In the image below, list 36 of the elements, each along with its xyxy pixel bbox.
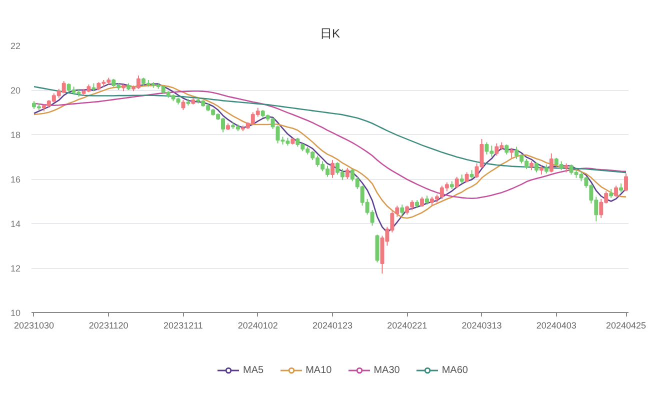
x-tick-label: 20231211 [164,320,203,330]
legend-label: MA5 [243,364,264,376]
y-tick-label: 20 [10,86,21,96]
y-tick-label: 18 [10,130,21,140]
candlestick [614,185,618,198]
x-tick-label: 20231120 [88,320,128,330]
candlestick [420,196,424,208]
candlestick [181,100,186,111]
candlestick [454,176,459,188]
candlestick [345,167,350,180]
chart-title: 日K [320,26,340,40]
x-tick-label: 20240102 [238,320,278,330]
x-tick-label: 20240425 [606,320,646,330]
candlestick [330,160,334,178]
line-series [33,90,627,200]
x-tick-label: 20240123 [312,320,353,330]
candlestick [510,147,514,158]
y-tick-label: 10 [10,308,21,318]
y-tick-label: 16 [10,174,21,184]
x-tick-label: 20240313 [462,320,502,330]
candlestick [400,204,404,216]
x-tick-label: 20240403 [536,320,576,330]
y-tick-label: 12 [10,264,21,274]
x-tick-label: 20231030 [14,320,54,330]
y-tick-label: 14 [10,219,21,229]
x-tick-label: 20240221 [387,320,428,330]
legend-label: MA60 [442,364,468,376]
legend-label: MA10 [306,364,332,376]
legend-label: MA30 [374,364,400,376]
candlestick [624,172,628,192]
candlestick [464,172,469,183]
y-tick-label: 22 [10,41,21,51]
line-series [33,86,627,174]
candlestick [549,152,554,173]
candlestick [534,162,538,173]
candlestick [504,144,509,156]
